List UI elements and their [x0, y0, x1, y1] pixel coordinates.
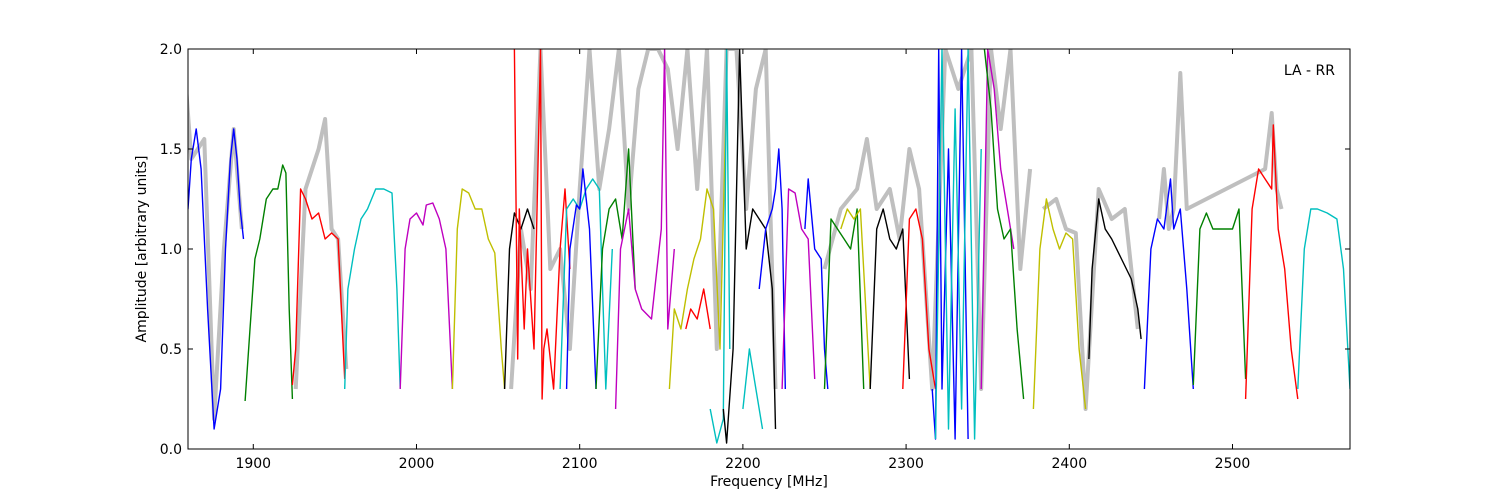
series-line-2 — [244, 164, 294, 402]
series-line-18 — [758, 148, 786, 390]
series-line-6 — [451, 188, 506, 390]
series-line-10 — [565, 168, 597, 390]
series-line-9 — [559, 178, 613, 390]
series-line-1 — [188, 128, 245, 430]
series-line-20 — [804, 178, 829, 390]
series-line-22 — [840, 208, 871, 390]
y-axis: 0.0 0.5 1.0 1.5 2.0 — [160, 42, 1350, 458]
series-line-14 — [685, 288, 711, 330]
series-line-32 — [1192, 208, 1247, 386]
series-line-29 — [1032, 198, 1087, 410]
x-axis-label: Frequency [MHz] — [710, 474, 828, 490]
y-tick-label: 0.5 — [160, 342, 182, 358]
series-line-12 — [614, 49, 675, 410]
series-line-30 — [1088, 198, 1142, 360]
x-tick-label: 2000 — [399, 456, 435, 472]
panel-annotation: LA - RR — [1284, 63, 1335, 79]
series-line-17 — [742, 348, 764, 430]
series-line-24 — [902, 208, 937, 390]
x-tick-label: 2400 — [1051, 456, 1087, 472]
series-line-16 — [722, 49, 777, 444]
y-tick-label: 0.0 — [160, 442, 182, 458]
y-tick-label: 2.0 — [160, 42, 182, 58]
series-line-5 — [399, 202, 454, 390]
background-trace-3 — [509, 49, 778, 390]
series-line-26 — [934, 49, 982, 440]
series-line-21 — [823, 208, 865, 390]
series-line-7 — [503, 208, 535, 390]
y-tick-label: 1.0 — [160, 242, 182, 258]
series-line-4 — [344, 188, 401, 390]
x-tick-label: 1900 — [235, 456, 271, 472]
x-tick-label: 2200 — [725, 456, 761, 472]
series-line-13 — [668, 88, 728, 390]
y-tick-label: 1.5 — [160, 142, 182, 158]
x-tick-label: 2300 — [888, 456, 924, 472]
y-axis-label: Amplitude [arbitrary units] — [134, 156, 150, 343]
x-axis: 1900 2000 2100 2200 2300 2400 2500 — [235, 49, 1250, 472]
series-line-19 — [781, 188, 816, 390]
series-line-27 — [980, 49, 1015, 390]
series-line-11 — [595, 148, 636, 390]
series-line-28 — [983, 49, 1025, 400]
series-line-34 — [1297, 208, 1350, 390]
series-line-15 — [709, 49, 731, 444]
x-tick-label: 2100 — [562, 456, 598, 472]
series-line-8 — [513, 49, 571, 400]
series-line-23 — [869, 208, 911, 390]
series-line-3 — [291, 188, 346, 386]
series-line-31 — [1143, 178, 1194, 390]
series-layer — [188, 49, 1350, 444]
x-tick-label: 2500 — [1215, 456, 1251, 472]
series-line-33 — [1244, 124, 1299, 400]
